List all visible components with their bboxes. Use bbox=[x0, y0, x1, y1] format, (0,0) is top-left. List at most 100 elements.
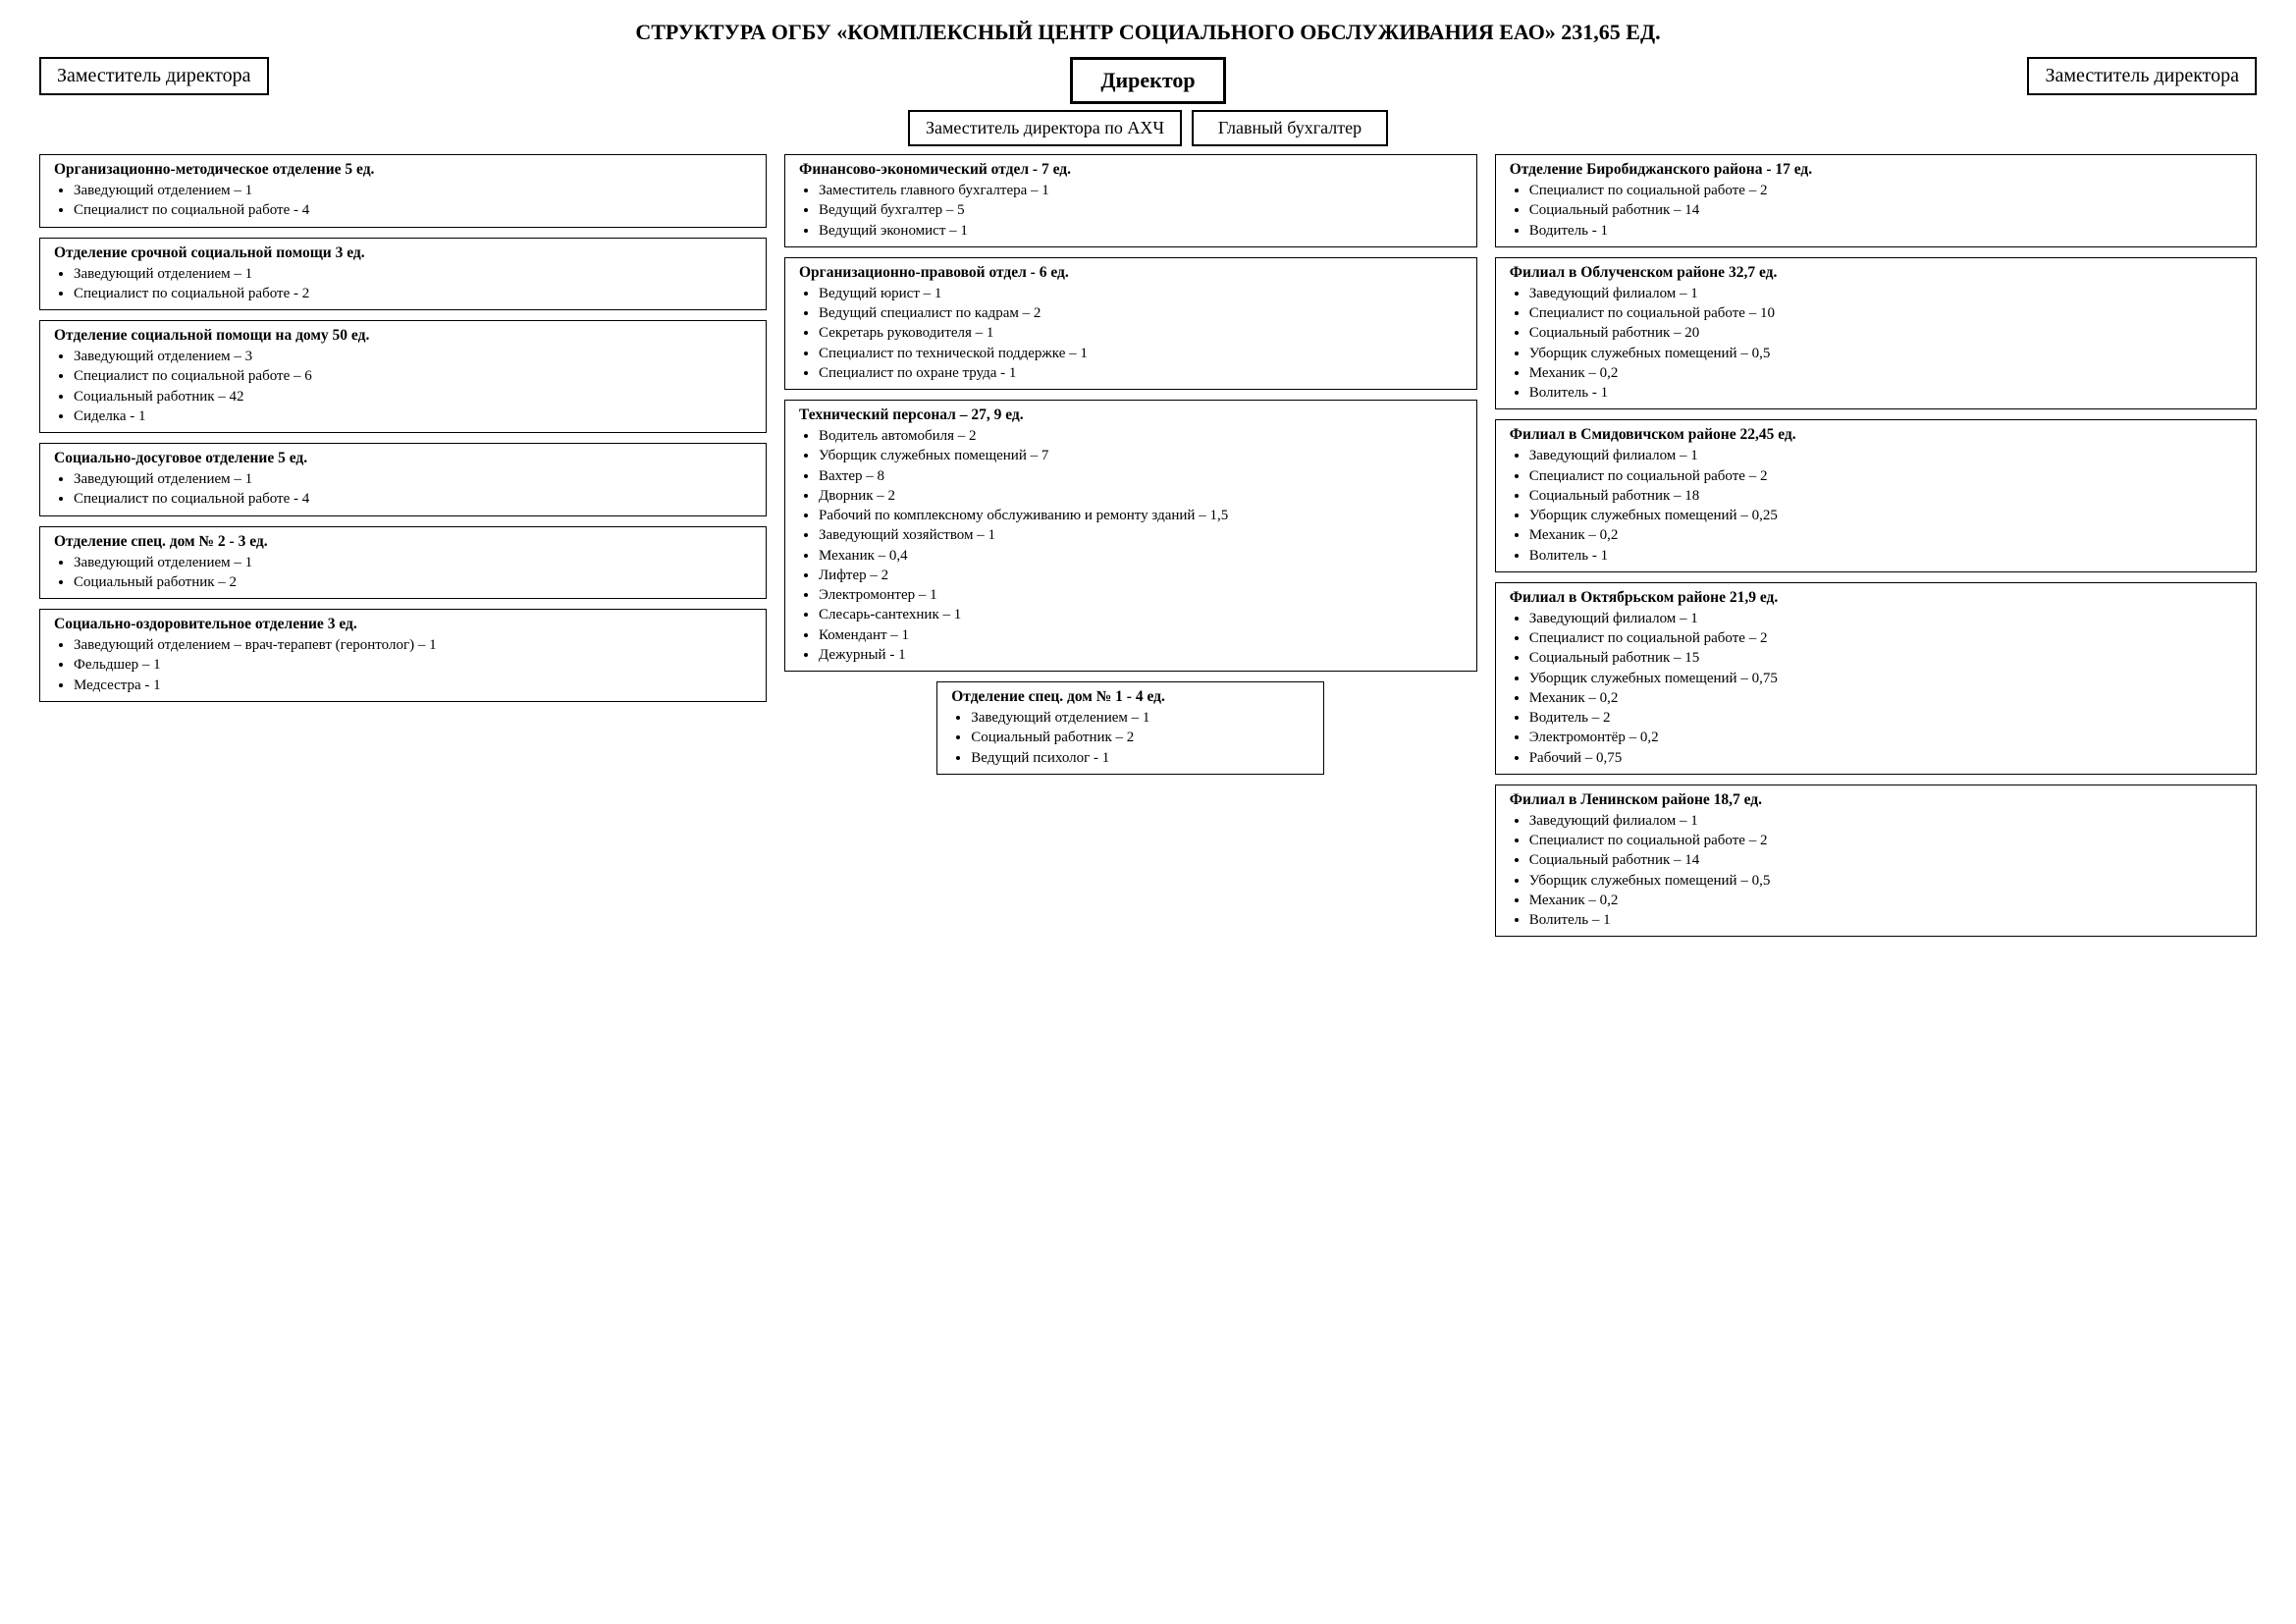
dept-title: Технический персонал – 27, 9 ед. bbox=[799, 406, 1467, 424]
dept-items: Ведущий юрист – 1Ведущий специалист по к… bbox=[799, 284, 1467, 383]
columns: Организационно-методическое отделение 5 … bbox=[39, 154, 2257, 937]
dept-item: Специалист по социальной работе – 2 bbox=[1529, 831, 2246, 850]
dept-item: Волитель - 1 bbox=[1529, 383, 2246, 403]
dept-items: Заведующий отделением – 1Специалист по с… bbox=[54, 469, 756, 510]
deputy-director-left: Заместитель директора bbox=[39, 57, 269, 95]
dept-item: Секретарь руководителя – 1 bbox=[819, 323, 1467, 343]
dept-item: Дежурный - 1 bbox=[819, 645, 1467, 665]
dept-items: Заведующий филиалом – 1Специалист по соц… bbox=[1510, 446, 2246, 566]
dept-items: Заведующий филиалом – 1Специалист по соц… bbox=[1510, 284, 2246, 404]
dept-items: Заведующий филиалом – 1Специалист по соц… bbox=[1510, 609, 2246, 768]
dept-item: Специалист по социальной работе – 2 bbox=[1529, 466, 2246, 486]
dept-item: Медсестра - 1 bbox=[74, 676, 756, 695]
left-dept-1: Отделение срочной социальной помощи 3 ед… bbox=[39, 238, 767, 311]
deputy-director-right: Заместитель директора bbox=[2027, 57, 2257, 95]
dept-item: Дворник – 2 bbox=[819, 486, 1467, 506]
right-dept-2: Филиал в Смидовичском районе 22,45 ед.За… bbox=[1495, 419, 2257, 572]
dept-item: Рабочий по комплексному обслуживанию и р… bbox=[819, 506, 1467, 525]
dept-item: Заведующий филиалом – 1 bbox=[1529, 446, 2246, 465]
dept-item: Специалист по социальной работе – 6 bbox=[74, 366, 756, 386]
dept-item: Ведущий экономист – 1 bbox=[819, 221, 1467, 241]
dept-items: Заведующий отделением – 1Специалист по с… bbox=[54, 264, 756, 304]
dept-item: Заведующий отделением – 1 bbox=[74, 264, 756, 284]
dept-items: Специалист по социальной работе – 2Социа… bbox=[1510, 181, 2246, 241]
dept-item: Заведующий отделением – 1 bbox=[971, 708, 1313, 728]
dept-item: Ведущий бухгалтер – 5 bbox=[819, 200, 1467, 220]
dept-item: Волитель – 1 bbox=[1529, 910, 2246, 930]
dept-items: Водитель автомобиля – 2Уборщик служебных… bbox=[799, 426, 1467, 665]
dept-item: Заведующий отделением – врач-терапевт (г… bbox=[74, 635, 756, 655]
dept-items: Заведующий отделением – врач-терапевт (г… bbox=[54, 635, 756, 695]
dept-item: Заведующий отделением – 1 bbox=[74, 469, 756, 489]
left-dept-5: Социально-оздоровительное отделение 3 ед… bbox=[39, 609, 767, 702]
dept-item: Социальный работник – 14 bbox=[1529, 200, 2246, 220]
dept-item: Заведующий филиалом – 1 bbox=[1529, 811, 2246, 831]
dept-item: Водитель автомобиля – 2 bbox=[819, 426, 1467, 446]
dept-item: Механик – 0,2 bbox=[1529, 688, 2246, 708]
center-dept-2: Технический персонал – 27, 9 ед. Водитель… bbox=[784, 400, 1477, 672]
left-dept-3: Социально-досуговое отделение 5 ед. Завед… bbox=[39, 443, 767, 516]
dept-item: Лифтер – 2 bbox=[819, 566, 1467, 585]
dept-item: Специалист по охране труда - 1 bbox=[819, 363, 1467, 383]
dept-item: Специалист по социальной работе - 2 bbox=[74, 284, 756, 303]
dept-item: Заведующий отделением – 1 bbox=[74, 181, 756, 200]
dept-title: Отделение срочной социальной помощи 3 ед… bbox=[54, 244, 756, 262]
dept-item: Комендант – 1 bbox=[819, 625, 1467, 645]
dept-item: Социальный работник – 15 bbox=[1529, 648, 2246, 668]
dept-item: Социальный работник – 20 bbox=[1529, 323, 2246, 343]
dept-item: Заведующий филиалом – 1 bbox=[1529, 284, 2246, 303]
dept-title: Отделение спец. дом № 2 - 3 ед. bbox=[54, 533, 756, 551]
left-column: Организационно-методическое отделение 5 … bbox=[39, 154, 767, 702]
dept-spec-dom-1: Отделение спец. дом № 1 - 4 ед. Заведующи… bbox=[936, 681, 1324, 775]
dept-item: Специалист по социальной работе - 4 bbox=[74, 489, 756, 509]
dept-title: Отделение социальной помощи на дому 50 е… bbox=[54, 327, 756, 345]
dept-item: Заведующий филиалом – 1 bbox=[1529, 609, 2246, 628]
left-dept-4: Отделение спец. дом № 2 - 3 ед. Заведующи… bbox=[39, 526, 767, 600]
dept-item: Слесарь-сантехник – 1 bbox=[819, 605, 1467, 624]
dept-item: Фельдшер – 1 bbox=[74, 655, 756, 675]
dept-item: Социальный работник – 2 bbox=[971, 728, 1313, 747]
dept-item: Уборщик служебных помещений – 0,25 bbox=[1529, 506, 2246, 525]
dept-item: Электромонтёр – 0,2 bbox=[1529, 728, 2246, 747]
org-chart: Заместитель директора Директор Заместите… bbox=[39, 57, 2257, 937]
dept-title: Организационно-правовой отдел - 6 ед. bbox=[799, 264, 1467, 282]
right-column: Отделение Биробиджанского района - 17 ед… bbox=[1495, 154, 2257, 937]
dept-item: Заведующий хозяйством – 1 bbox=[819, 525, 1467, 545]
dept-item: Ведущий специалист по кадрам – 2 bbox=[819, 303, 1467, 323]
dept-item: Специалист по социальной работе – 2 bbox=[1529, 628, 2246, 648]
dept-item: Водитель – 2 bbox=[1529, 708, 2246, 728]
dept-item: Заведующий отделением – 3 bbox=[74, 347, 756, 366]
dept-item: Механик – 0,2 bbox=[1529, 525, 2246, 545]
dept-item: Специалист по технической поддержке – 1 bbox=[819, 344, 1467, 363]
dept-item: Социальный работник – 2 bbox=[74, 572, 756, 592]
dept-item: Рабочий – 0,75 bbox=[1529, 748, 2246, 768]
dept-title: Социально-оздоровительное отделение 3 ед… bbox=[54, 616, 756, 633]
dept-item: Заместитель главного бухгалтера – 1 bbox=[819, 181, 1467, 200]
dept-items: Заведующий отделением – 1Специалист по с… bbox=[54, 181, 756, 221]
dept-items: Заведующий филиалом – 1Специалист по соц… bbox=[1510, 811, 2246, 931]
dept-title: Отделение спец. дом № 1 - 4 ед. bbox=[951, 688, 1313, 706]
second-row: Заместитель директора по АХЧ Главный бух… bbox=[39, 110, 2257, 146]
dept-item: Механик – 0,4 bbox=[819, 546, 1467, 566]
dept-item: Водитель - 1 bbox=[1529, 221, 2246, 241]
dept-item: Социальный работник – 42 bbox=[74, 387, 756, 406]
dept-items: Заведующий отделением – 1Социальный рабо… bbox=[54, 553, 756, 593]
right-dept-4: Филиал в Ленинском районе 18,7 ед.Заведу… bbox=[1495, 785, 2257, 938]
dept-title: Филиал в Облученском районе 32,7 ед. bbox=[1510, 264, 2246, 282]
dept-title: Организационно-методическое отделение 5 … bbox=[54, 161, 756, 179]
dept-item: Уборщик служебных помещений – 0,75 bbox=[1529, 669, 2246, 688]
dept-title: Финансово-экономический отдел - 7 ед. bbox=[799, 161, 1467, 179]
page-title: СТРУКТУРА ОГБУ «КОМПЛЕКСНЫЙ ЦЕНТР СОЦИАЛ… bbox=[39, 20, 2257, 45]
dept-item: Механик – 0,2 bbox=[1529, 891, 2246, 910]
left-dept-2: Отделение социальной помощи на дому 50 е… bbox=[39, 320, 767, 433]
dept-item: Специалист по социальной работе – 2 bbox=[1529, 181, 2246, 200]
dept-item: Социальный работник – 18 bbox=[1529, 486, 2246, 506]
dept-item: Специалист по социальной работе – 10 bbox=[1529, 303, 2246, 323]
dept-title: Отделение Биробиджанского района - 17 ед… bbox=[1510, 161, 2246, 179]
dept-item: Механик – 0,2 bbox=[1529, 363, 2246, 383]
center-dept-0: Финансово-экономический отдел - 7 ед. Зам… bbox=[784, 154, 1477, 247]
dept-item: Социальный работник – 14 bbox=[1529, 850, 2246, 870]
dept-item: Ведущий юрист – 1 bbox=[819, 284, 1467, 303]
dept-item: Сиделка - 1 bbox=[74, 406, 756, 426]
dept-title: Социально-досуговое отделение 5 ед. bbox=[54, 450, 756, 467]
